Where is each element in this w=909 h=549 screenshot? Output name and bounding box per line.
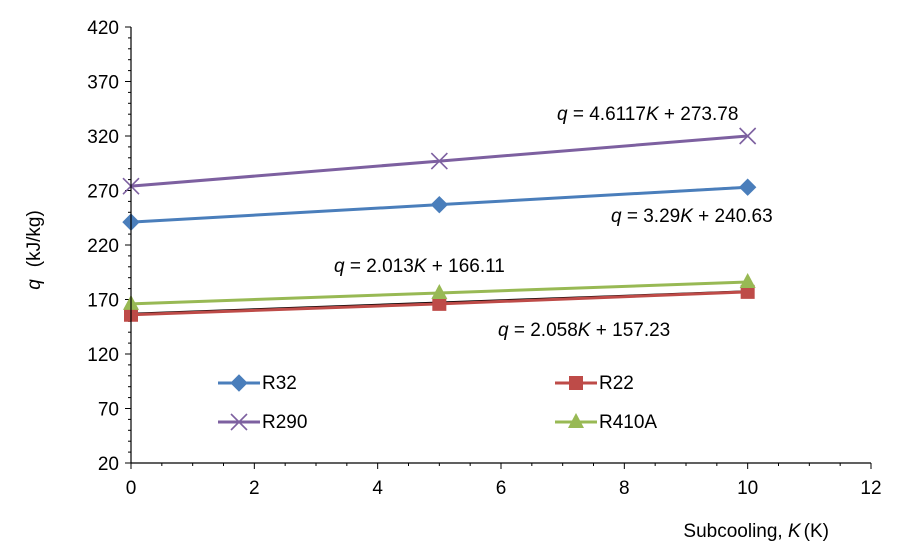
x-axis-title: Subcooling, K (K) [683,521,829,542]
legend-symbol-r290 [218,413,260,431]
y-axis-symbol: q [24,279,45,290]
legend-item-r32: R32 [218,373,297,394]
x-axis-prefix: Subcooling, [683,521,788,542]
point-r22-1 [432,296,447,311]
legend-label-r290: R290 [262,412,307,433]
x-axis-unit: (K) [804,521,829,542]
legend-symbol-r22 [555,376,597,390]
legend: R32 R22 R290 R410A [218,373,657,433]
x-tick-label-10: 10 [737,478,758,499]
y-tick-marks [125,26,131,464]
y-tick-label-370: 370 [87,73,119,94]
legend-item-r22: R22 [555,373,634,394]
equation-r32: q = 3.29K + 240.63 [611,206,773,227]
legend-label-r32: R32 [262,373,297,394]
point-r290-2 [739,127,757,145]
equation-r290: q = 4.6117K + 273.78 [557,104,738,125]
equation-r410a: q = 2.013K + 166.11 [334,256,505,277]
legend-item-r290: R290 [218,412,307,433]
point-r22-2 [740,284,755,299]
point-r32-1 [430,195,449,214]
point-r32-2 [738,178,757,196]
legend-marker [230,413,248,431]
x-axis-symbol: K [788,521,802,542]
x-tick-label-8: 8 [619,478,630,499]
y-tick-label-120: 120 [87,345,119,366]
legend-symbol-r32 [218,374,260,392]
legend-marker [568,413,584,428]
point-r410a-1 [431,283,448,299]
x-tick-marks [130,463,872,469]
legend-marker [230,374,248,392]
x-tick-label-12: 12 [860,478,881,499]
equation-r22: q = 2.058K + 157.23 [498,320,670,341]
legend-item-r410a: R410A [555,412,657,433]
x-tick-label-4: 4 [372,478,383,499]
y-axis-title: q (kJ/kg) [24,210,45,290]
series-layer [122,127,757,322]
x-tick-label-0: 0 [126,478,137,499]
y-tick-label-20: 20 [98,454,119,475]
x-tick-labels: 0 2 4 6 8 10 12 [126,478,882,499]
y-tick-label-270: 270 [87,182,119,203]
legend-symbol-r410a [555,413,597,428]
y-tick-label-170: 170 [87,291,119,312]
x-tick-label-2: 2 [249,478,260,499]
y-tick-labels: 20 70 120 170 220 270 320 370 420 [87,18,119,475]
y-tick-label-320: 320 [87,127,119,148]
legend-marker [569,376,583,390]
legend-label-r22: R22 [599,373,634,394]
y-tick-label-70: 70 [98,400,119,421]
y-tick-label-220: 220 [87,236,119,257]
x-tick-label-6: 6 [496,478,507,499]
y-tick-label-420: 420 [87,18,119,39]
point-r410a-2 [739,273,756,289]
legend-label-r410a: R410A [599,412,657,433]
y-axis-unit: (kJ/kg) [24,210,45,267]
point-r290-1 [430,152,448,170]
